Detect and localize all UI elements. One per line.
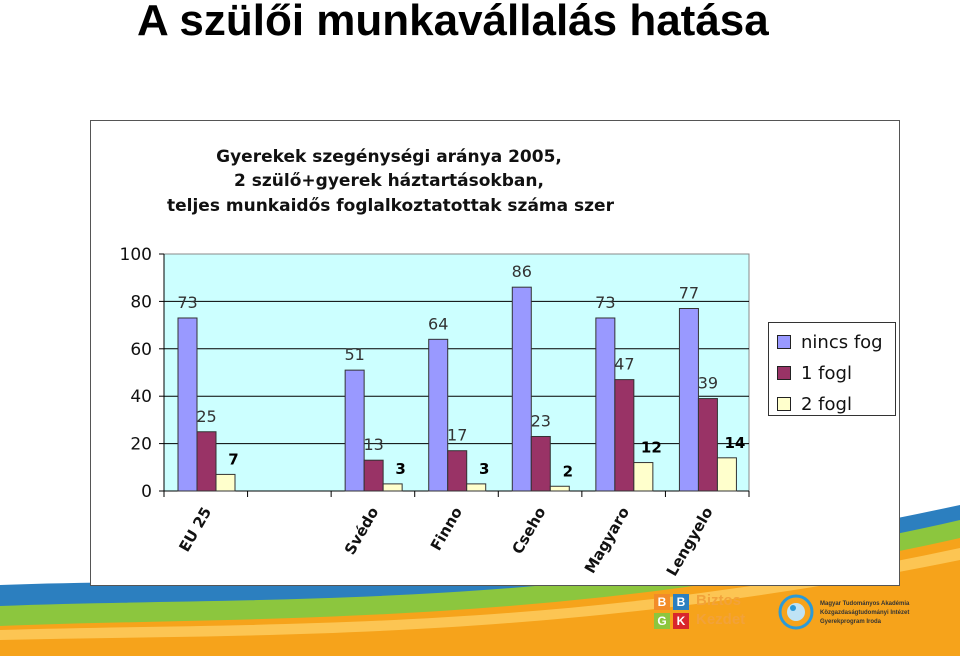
bar: [697, 398, 718, 492]
bar: [428, 338, 449, 492]
mta-text-line-2: Közgazdaságtudományi Intézet: [820, 610, 910, 616]
logo-text-kezdet: Kezdet: [696, 611, 746, 628]
legend-item-nincs-fog: nincs fog: [777, 331, 883, 353]
legend-label-2-fogl: 2 fogl: [801, 393, 852, 415]
x-tick-label: Finno: [427, 504, 466, 554]
x-tick-label: EU 25: [175, 504, 215, 555]
y-tick-label: 100: [120, 245, 152, 265]
bar: [466, 483, 487, 492]
bar: [382, 483, 403, 492]
logo-square-4: K: [673, 613, 689, 629]
data-label: 73: [177, 293, 197, 312]
x-tick-label: Svédo: [341, 504, 382, 558]
bar: [716, 457, 737, 492]
y-tick-label: 20: [130, 435, 152, 455]
mta-text-line-1: Magyar Tudományos Akadémia: [820, 601, 910, 607]
legend-swatch-2-fogl: [777, 397, 791, 411]
bar: [215, 473, 236, 492]
bar: [595, 317, 616, 492]
legend-item-2-fogl: 2 fogl: [777, 393, 852, 415]
bar: [363, 459, 384, 492]
bar: [344, 369, 365, 492]
data-label: 25: [196, 407, 216, 426]
logo-square-2: B: [673, 594, 689, 610]
mta-emblem-icon: [778, 594, 814, 630]
data-label: 3: [395, 460, 405, 478]
x-tick-label: Magyaro: [581, 504, 633, 577]
y-tick-label: 0: [141, 482, 152, 502]
x-tick-label: Lengyelo: [663, 504, 717, 579]
bar: [447, 450, 468, 492]
data-label: 13: [363, 435, 383, 454]
data-label: 17: [447, 426, 467, 445]
data-label: 14: [724, 434, 745, 452]
data-label: 73: [595, 293, 615, 312]
bar: [614, 379, 635, 492]
data-label: 77: [679, 284, 699, 303]
data-label: 51: [344, 345, 364, 364]
data-label: 47: [614, 355, 634, 374]
chart-title-line-2: 2 szülő+gyerek háztartásokban,: [234, 171, 544, 191]
data-label: 86: [512, 262, 532, 281]
page-title: A szülői munkavállalás hatása: [137, 0, 769, 45]
legend-label-1-fogl: 1 fogl: [801, 362, 852, 384]
data-label: 7: [228, 450, 238, 468]
legend-swatch-nincs-fog: [777, 335, 791, 349]
legend-label-nincs-fog: nincs fog: [801, 331, 883, 353]
data-label: 64: [428, 314, 448, 333]
legend-item-1-fogl: 1 fogl: [777, 362, 852, 384]
logo-square-3: G: [654, 613, 670, 629]
bar: [678, 308, 699, 492]
data-label: 39: [698, 374, 718, 393]
logo-square-1: B: [654, 594, 670, 610]
legend-swatch-1-fogl: [777, 366, 791, 380]
chart-title-line-1: Gyerekek szegénységi aránya 2005,: [216, 147, 562, 167]
bar: [511, 286, 532, 492]
data-label: 2: [563, 462, 573, 480]
chart-title-line-3: teljes munkaidős foglalkoztatottak száma…: [167, 196, 614, 216]
chart-legend: nincs fog 1 fogl 2 fogl: [768, 322, 896, 416]
y-tick-label: 80: [130, 292, 152, 312]
bar: [196, 431, 217, 492]
y-tick-label: 40: [130, 387, 152, 407]
logo-text-biztos: Biztos: [696, 592, 741, 609]
bar: [177, 317, 198, 492]
mta-text-line-3: Gyerekprogram Iroda: [820, 619, 882, 625]
footer-logos: B B G K Biztos Kezdet Magyar Tudományos …: [650, 590, 950, 640]
bar: [549, 485, 570, 492]
data-label: 12: [641, 439, 662, 457]
bar: [633, 462, 654, 492]
y-tick-label: 60: [130, 340, 152, 360]
data-label: 3: [479, 460, 489, 478]
x-tick-label: Cseho: [508, 504, 549, 557]
bar: [530, 435, 551, 492]
data-label: 23: [531, 411, 551, 430]
chart-frame: Gyerekek szegénységi aránya 2005, 2 szül…: [90, 120, 900, 586]
